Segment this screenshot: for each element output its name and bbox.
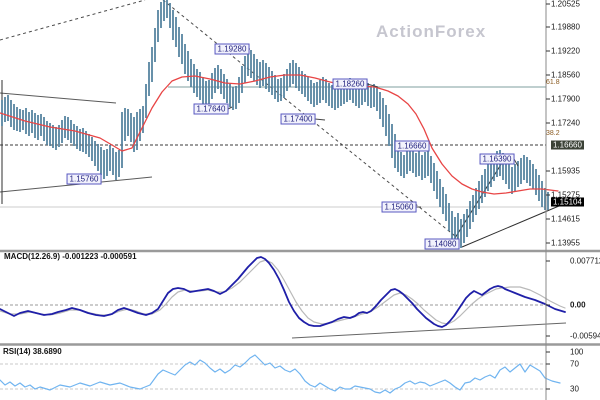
price-tick-label: 1.15935 xyxy=(551,166,580,176)
price-annotation-1.16660[interactable]: 1.16660 xyxy=(394,140,430,152)
trendline-dashed-rising-left[interactable] xyxy=(0,0,146,41)
candlestick-bars xyxy=(1,0,549,248)
fib-label-61.8: 61.8 xyxy=(546,79,560,86)
price-annotation-1.15760[interactable]: 1.15760 xyxy=(66,173,102,185)
price-tick-label: 1.13955 xyxy=(551,238,580,248)
price-tick-label: 1.19220 xyxy=(551,46,580,56)
macd-line xyxy=(0,256,566,328)
rsi-tick-label: 100 xyxy=(570,347,584,357)
macd-tick-label: 0.00 xyxy=(570,300,586,310)
rsi-tick-label: 70 xyxy=(570,359,579,369)
annotation-connector xyxy=(227,106,233,110)
price-annotation-1.15060[interactable]: 1.15060 xyxy=(381,201,417,213)
macd-tick-label: 0.007712 xyxy=(570,256,600,266)
rsi-indicator-label: RSI(14) 38.6890 xyxy=(3,347,62,356)
price-tick-label: 1.17240 xyxy=(551,118,580,128)
macd-trendline[interactable] xyxy=(291,322,567,339)
macd-tick-label: -0.005944 xyxy=(570,331,600,341)
fib-label-38.2: 38.2 xyxy=(546,130,560,137)
trendline-gray-rising-left[interactable] xyxy=(0,176,153,193)
price-highlight-1.15104: 1.15104 xyxy=(551,197,584,207)
price-annotation-1.19280[interactable]: 1.19280 xyxy=(214,43,250,55)
trendline-gentle-rising-right[interactable] xyxy=(461,202,567,248)
rsi-tick-label: 30 xyxy=(570,384,579,394)
price-annotation-1.14080[interactable]: 1.14080 xyxy=(424,238,460,250)
watermark: ActionForex xyxy=(376,22,487,41)
price-tick-label: 1.19880 xyxy=(551,22,580,32)
price-tick-label: 1.18560 xyxy=(551,70,580,80)
trendline-dashed-falling-peak[interactable] xyxy=(162,0,461,241)
annotation-connector xyxy=(513,158,519,167)
moving-average-line xyxy=(0,74,559,195)
macd-signal-line xyxy=(0,259,566,325)
annotation-connector xyxy=(314,118,326,121)
price-tick-label: 1.20525 xyxy=(551,0,580,9)
price-annotation-1.18260[interactable]: 1.18260 xyxy=(332,78,368,90)
price-annotation-1.17400[interactable]: 1.17400 xyxy=(280,113,316,125)
annotation-connector xyxy=(366,83,379,88)
price-annotation-1.16390[interactable]: 1.16390 xyxy=(479,153,515,165)
price-highlight-1.16660: 1.16660 xyxy=(551,140,584,150)
trendline-gray-falling-left[interactable] xyxy=(0,92,117,104)
price-tick-label: 1.17900 xyxy=(551,94,580,104)
rsi-line xyxy=(0,354,561,394)
price-tick-label: 1.15275 xyxy=(551,190,580,200)
price-annotation-1.17640[interactable]: 1.17640 xyxy=(193,103,229,115)
price-tick-label: 1.14615 xyxy=(551,214,580,224)
macd-indicator-label: MACD(12.26.9) -0.001223 -0.000591 xyxy=(4,252,137,261)
